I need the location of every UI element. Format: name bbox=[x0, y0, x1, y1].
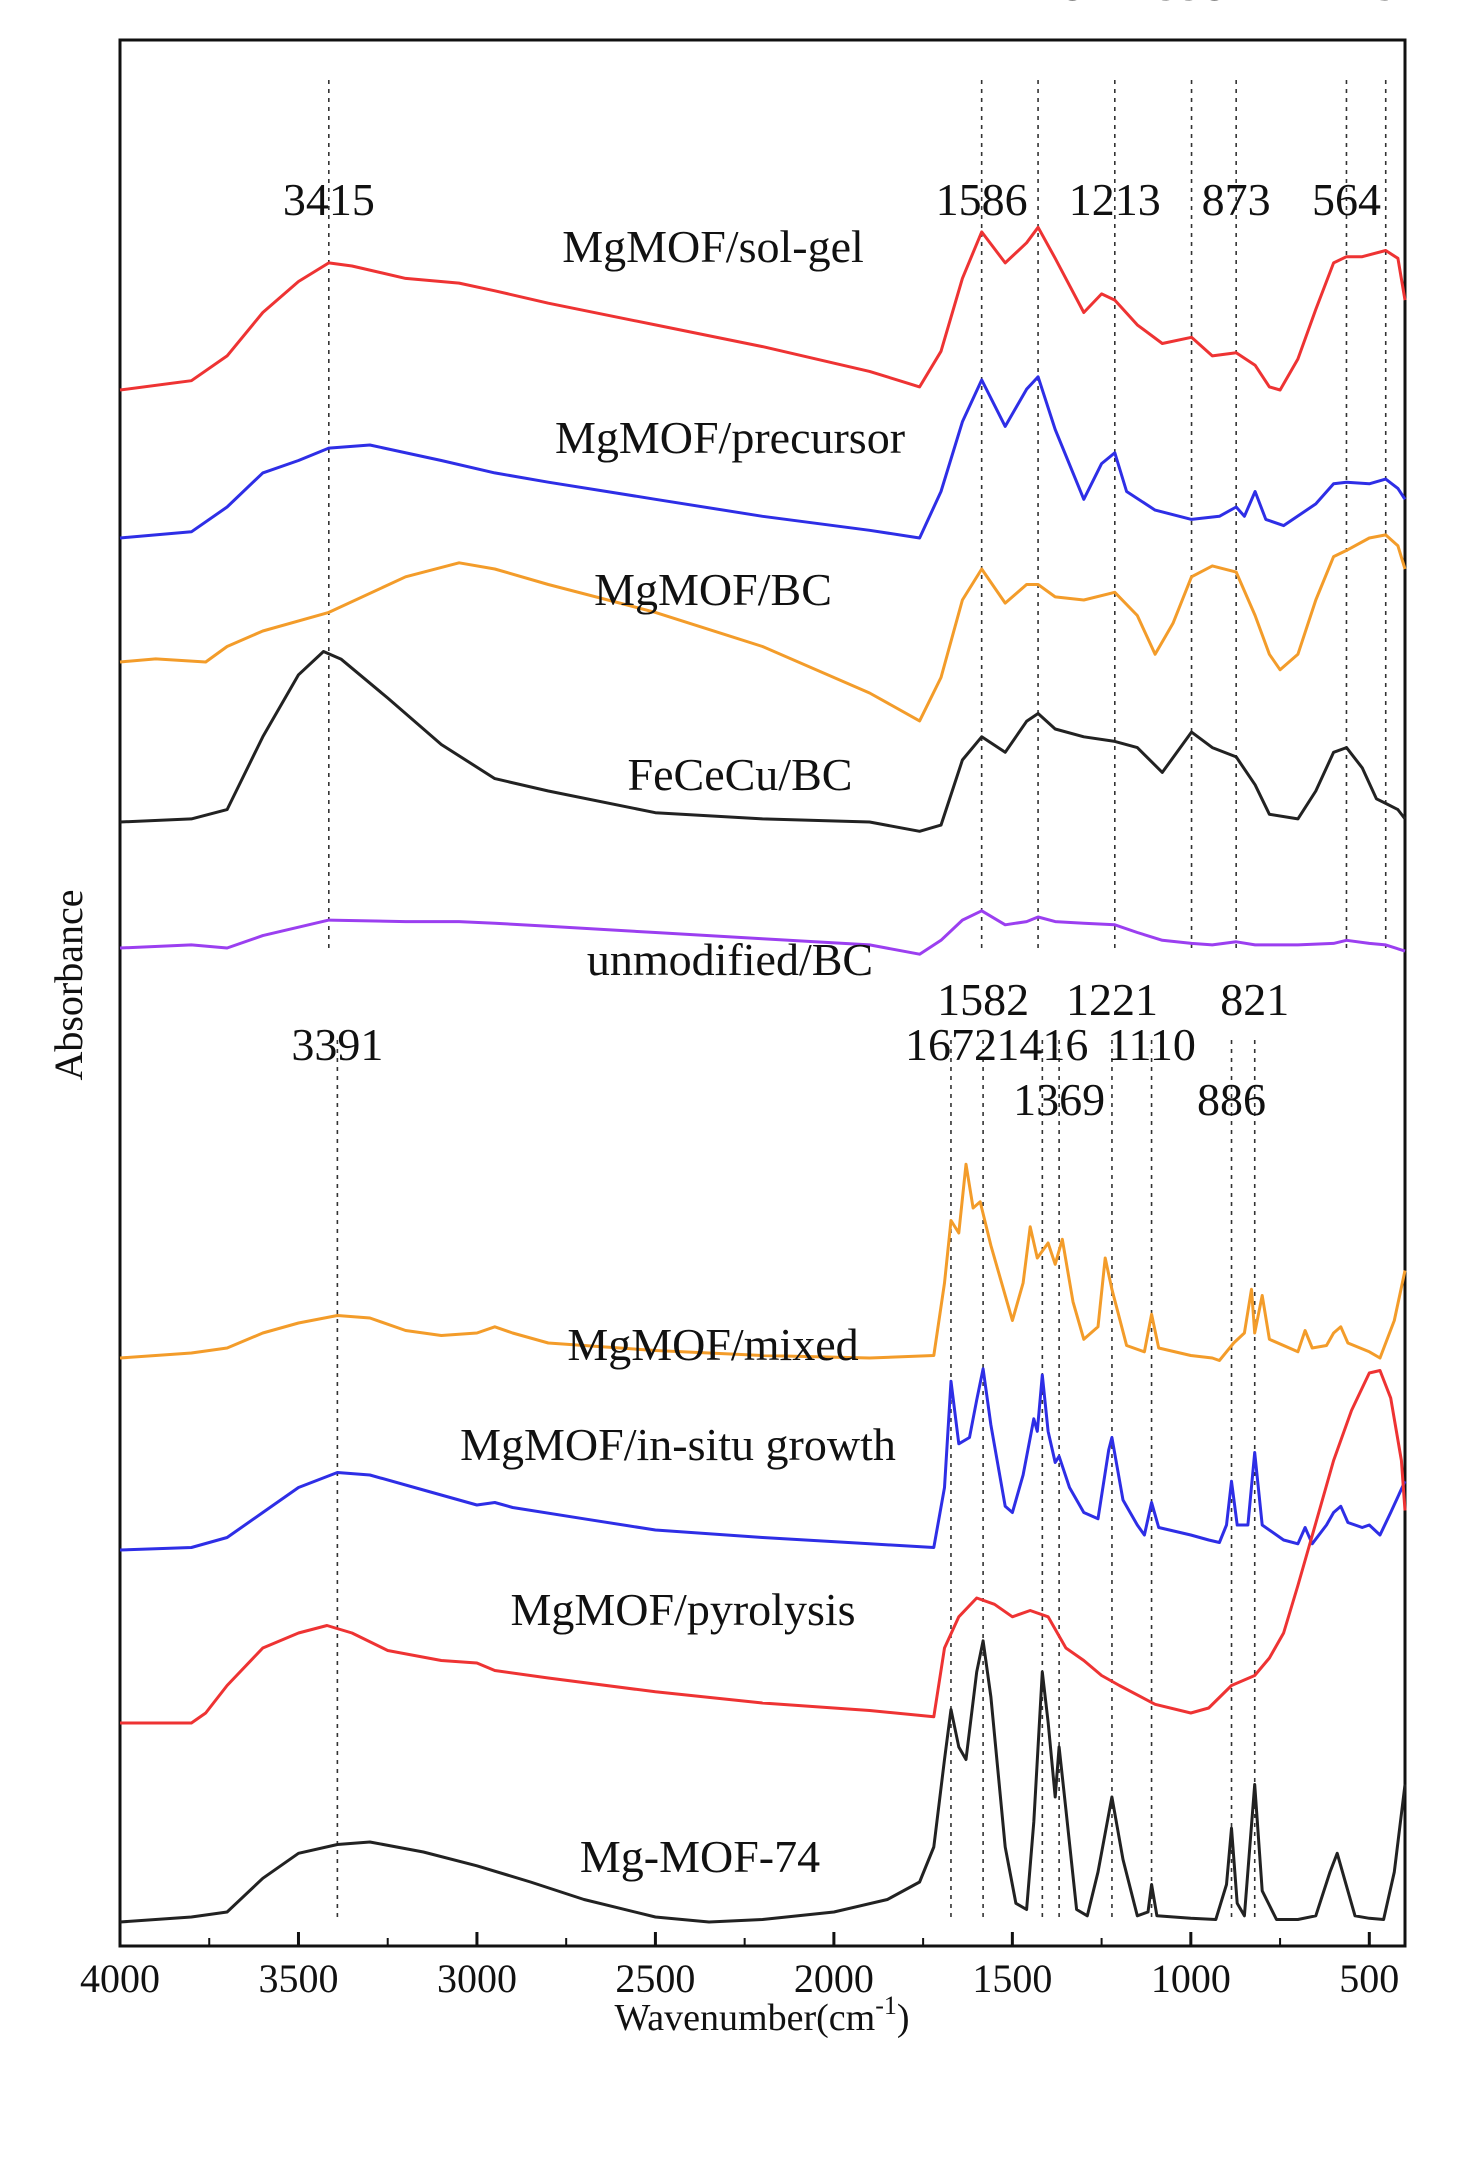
lower_panel-peak-label-886: 886 bbox=[1197, 1074, 1266, 1125]
lower_panel-peak-label-1110: 1110 bbox=[1107, 1019, 1196, 1070]
x-axis-label-main: Wavenumber(cm bbox=[614, 1997, 875, 2039]
x-axis-label: Wavenumber(cm-1) bbox=[614, 1991, 909, 2039]
x-tick-label-4000: 4000 bbox=[80, 1956, 160, 2001]
x-tick-label-2000: 2000 bbox=[794, 1956, 874, 2001]
lower_panel-series-line-2 bbox=[120, 1369, 1407, 1725]
series-group bbox=[119, 225, 1407, 1924]
lower_panel-series-line-3 bbox=[119, 1639, 1407, 1924]
x-axis-label-close: ) bbox=[897, 1997, 910, 2039]
lower_panel-peak-label-821: 821 bbox=[1220, 974, 1289, 1025]
lower_panel-peak-label-3391: 3391 bbox=[291, 1019, 383, 1070]
lower_panel-peak-label-1672: 1672 bbox=[905, 1019, 997, 1070]
upper_panel-peak-label-873: 873 bbox=[1202, 174, 1271, 225]
upper_panel-series-line-4 bbox=[119, 909, 1406, 956]
upper_panel-series-label-2: MgMOF/BC bbox=[594, 564, 832, 615]
upper_panel-peak-label-454: 454 bbox=[1351, 0, 1420, 10]
y-axis-label: Absorbance bbox=[46, 889, 91, 1080]
upper_panel-series-line-0 bbox=[119, 225, 1407, 392]
x-tick-label-500: 500 bbox=[1339, 1956, 1399, 2001]
upper_panel-series-label-4: unmodified/BC bbox=[587, 934, 873, 985]
upper_panel-peak-label-1213: 1213 bbox=[1069, 174, 1161, 225]
lower_panel-peak-label-1221: 1221 bbox=[1066, 974, 1158, 1025]
x-tick-label-2500: 2500 bbox=[615, 1956, 695, 2001]
upper_panel-series-label-3: FeCeCu/BC bbox=[628, 749, 853, 800]
x-tick-label-3000: 3000 bbox=[437, 1956, 517, 2001]
lower_panel-series-label-3: Mg-MOF-74 bbox=[580, 1831, 820, 1882]
lower_panel-series-label-1: MgMOF/in-situ growth bbox=[460, 1419, 896, 1470]
lower_panel-series-label-0: MgMOF/mixed bbox=[567, 1319, 858, 1370]
plot-frame bbox=[118, 38, 1407, 1948]
x-axis-label-sup: -1 bbox=[875, 1991, 897, 2020]
x-tick-label-3500: 3500 bbox=[258, 1956, 338, 2001]
lower_panel-series-line-1 bbox=[119, 1367, 1407, 1552]
lower_panel-series-line-0 bbox=[119, 1162, 1407, 1362]
upper_panel-series-line-1 bbox=[119, 375, 1407, 540]
upper_panel-peak-label-1586: 1586 bbox=[936, 174, 1028, 225]
lower_panel-series-label-2: MgMOF/pyrolysis bbox=[510, 1584, 855, 1635]
label-group: 3415 1586 1213 873 564 1428 998 454 MgMOF/sol-ge… bbox=[283, 0, 1420, 1882]
upper_panel-series-line-2 bbox=[119, 533, 1407, 723]
upper_panel-series-line-3 bbox=[119, 650, 1407, 833]
reference-lines bbox=[328, 80, 1387, 1922]
lower_panel-peak-label-1582: 1582 bbox=[937, 974, 1029, 1025]
upper_panel-series-label-1: MgMOF/precursor bbox=[555, 412, 905, 463]
upper_panel-peak-label-3415: 3415 bbox=[283, 174, 375, 225]
upper_panel-peak-label-998: 998 bbox=[1157, 0, 1226, 10]
upper_panel-series-label-0: MgMOF/sol-gel bbox=[562, 221, 864, 272]
upper_panel-peak-label-564: 564 bbox=[1312, 174, 1381, 225]
x-tick-label-1500: 1500 bbox=[972, 1956, 1052, 2001]
x-tick-label-1000: 1000 bbox=[1151, 1956, 1231, 2001]
lower_panel-peak-label-1416: 1416 bbox=[996, 1019, 1088, 1070]
lower_panel-peak-label-1369: 1369 bbox=[1013, 1074, 1105, 1125]
upper_panel-peak-label-1428: 1428 bbox=[992, 0, 1084, 10]
x-axis-ticks: 4000 3500 3000 2500 2000 1500 1000 500 bbox=[80, 1932, 1399, 2001]
